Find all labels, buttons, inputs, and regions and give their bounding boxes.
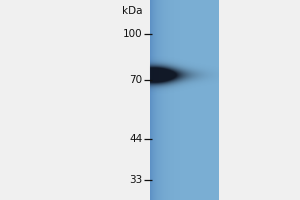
Text: kDa: kDa (122, 6, 142, 16)
Text: 44: 44 (129, 134, 142, 144)
Text: 100: 100 (123, 29, 142, 39)
Text: 33: 33 (129, 175, 142, 185)
Text: 70: 70 (129, 75, 142, 85)
